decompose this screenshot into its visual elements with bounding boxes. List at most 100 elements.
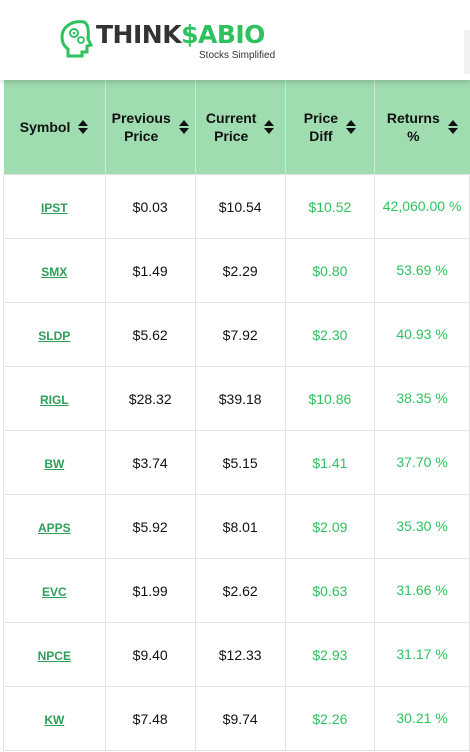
table-row: SLDP $5.62 $7.92 $2.30 40.93 %	[3, 302, 470, 367]
price-diff-cell: $10.86	[284, 366, 376, 431]
previous-price-cell: $5.92	[104, 494, 196, 559]
price-diff-cell: $2.93	[284, 622, 376, 687]
column-header-returns[interactable]: Returns%	[374, 80, 470, 175]
symbol-link[interactable]: KW	[44, 712, 65, 727]
symbol-link[interactable]: SMX	[41, 264, 68, 279]
returns-cell: 31.17 %	[374, 622, 470, 687]
sort-arrows-icon[interactable]	[264, 120, 275, 134]
returns-cell: 30.21 %	[374, 686, 470, 751]
symbol-link[interactable]: SLDP	[38, 328, 71, 343]
returns-cell-value: 38.35 %	[396, 390, 448, 406]
column-header-line1: Symbol	[19, 119, 71, 135]
current-price-cell: $39.18	[194, 366, 286, 431]
column-header-label: Symbol	[20, 118, 71, 136]
symbol-link[interactable]: APPS	[37, 520, 71, 535]
symbol-cell: SLDP	[3, 302, 106, 367]
price-diff-cell: $10.52	[284, 174, 376, 239]
sort-arrows-icon[interactable]	[447, 120, 458, 134]
symbol-link[interactable]: BW	[44, 456, 65, 471]
previous-price-cell-value: $7.48	[132, 710, 168, 727]
column-header-symbol[interactable]: Symbol	[3, 80, 106, 175]
price-diff-cell: $0.63	[284, 558, 376, 623]
column-header-previous-price[interactable]: Previous Price	[105, 80, 196, 175]
previous-price-cell-value: $9.40	[132, 646, 168, 663]
symbol-cell: NPCE	[3, 622, 106, 687]
symbol-cell: KW	[3, 686, 106, 751]
previous-price-cell: $5.62	[104, 302, 196, 367]
table-row: IPST $0.03 $10.54 $10.52 42,060.00 %	[3, 174, 470, 239]
price-diff-cell-value: $1.41	[312, 454, 348, 471]
current-price-cell-value: $2.62	[222, 582, 258, 599]
returns-cell: 31.66 %	[374, 558, 470, 623]
current-price-cell: $9.74	[194, 686, 286, 751]
previous-price-cell: $0.03	[104, 174, 196, 239]
sort-arrows-icon[interactable]	[346, 120, 357, 134]
current-price-cell-value: $10.54	[218, 198, 262, 215]
current-price-cell-value: $2.29	[222, 262, 258, 279]
sort-arrows-icon[interactable]	[178, 120, 189, 134]
returns-cell: 42,060.00 %	[374, 174, 470, 239]
table-row: APPS $5.92 $8.01 $2.09 35.30 %	[3, 494, 470, 559]
current-price-cell: $2.29	[194, 238, 286, 303]
previous-price-cell-value: $0.03	[132, 198, 168, 215]
table-header: Symbol Previous Price Current Price Price Diff…	[3, 80, 470, 175]
menu-edge[interactable]	[464, 30, 470, 74]
symbol-link[interactable]: IPST	[40, 200, 68, 215]
column-header-line1: Current	[205, 110, 257, 126]
previous-price-cell: $9.40	[104, 622, 196, 687]
returns-cell: 38.35 %	[374, 366, 470, 431]
previous-price-cell-value: $1.49	[132, 262, 168, 279]
symbol-cell: SMX	[3, 238, 106, 303]
previous-price-cell: $28.32	[104, 366, 196, 431]
symbol-cell: BW	[3, 430, 106, 495]
previous-price-cell-value: $1.99	[132, 582, 168, 599]
column-header-label: Price Diff	[304, 109, 338, 145]
current-price-cell: $7.92	[194, 302, 286, 367]
stocks-table: Symbol Previous Price Current Price Price Diff…	[3, 80, 470, 751]
returns-cell-value: 35.30 %	[396, 518, 448, 534]
table-row: RIGL $28.32 $39.18 $10.86 38.35 %	[3, 366, 470, 431]
current-price-cell: $2.62	[194, 558, 286, 623]
column-header-price-diff[interactable]: Price Diff	[285, 80, 376, 175]
column-header-line2: Diff	[309, 128, 333, 144]
symbol-link[interactable]: RIGL	[39, 392, 69, 407]
brand-tagline: Stocks Simplified	[199, 50, 276, 61]
previous-price-cell-value: $28.32	[128, 390, 172, 407]
table-row: SMX $1.49 $2.29 $0.80 53.69 %	[3, 238, 470, 303]
column-header-line1: Price	[303, 110, 339, 126]
returns-cell-value: 53.69 %	[396, 262, 448, 278]
table-body: IPST $0.03 $10.54 $10.52 42,060.00 % SMX $1.49…	[3, 174, 470, 751]
previous-price-cell: $3.74	[104, 430, 196, 495]
previous-price-cell: $1.49	[104, 238, 196, 303]
current-price-cell: $10.54	[194, 174, 286, 239]
column-header-current-price[interactable]: Current Price	[195, 80, 286, 175]
head-gear-logo-icon	[60, 20, 94, 58]
column-header-line2: %	[407, 128, 420, 144]
column-header-line2: Price	[124, 128, 159, 144]
price-diff-cell: $0.80	[284, 238, 376, 303]
previous-price-cell: $1.99	[104, 558, 196, 623]
symbol-link[interactable]: NPCE	[37, 648, 71, 663]
symbol-link[interactable]: EVC	[41, 584, 67, 599]
current-price-cell-value: $8.01	[222, 518, 258, 535]
column-header-label: Returns%	[387, 109, 440, 145]
table-row: EVC $1.99 $2.62 $0.63 31.66 %	[3, 558, 470, 623]
column-header-line1: Returns	[386, 110, 440, 126]
thinksabio-logo[interactable]: THINK$ABIO Stocks Simplified	[56, 16, 296, 66]
current-price-cell: $5.15	[194, 430, 286, 495]
column-header-label: Current Price	[206, 109, 257, 145]
symbol-cell: EVC	[3, 558, 106, 623]
price-diff-cell-value: $2.26	[312, 710, 348, 727]
symbol-cell: IPST	[3, 174, 106, 239]
returns-cell: 40.93 %	[374, 302, 470, 367]
column-header-line2: Price	[214, 128, 249, 144]
price-diff-cell: $2.26	[284, 686, 376, 751]
brand-name: THINK$ABIO	[96, 20, 265, 50]
column-header-line1: Previous	[111, 110, 171, 126]
previous-price-cell-value: $3.74	[132, 454, 168, 471]
current-price-cell-value: $39.18	[218, 390, 262, 407]
returns-cell: 37.70 %	[374, 430, 470, 495]
table-row: KW $7.48 $9.74 $2.26 30.21 %	[3, 686, 470, 751]
sort-arrows-icon[interactable]	[78, 120, 89, 134]
current-price-cell: $8.01	[194, 494, 286, 559]
